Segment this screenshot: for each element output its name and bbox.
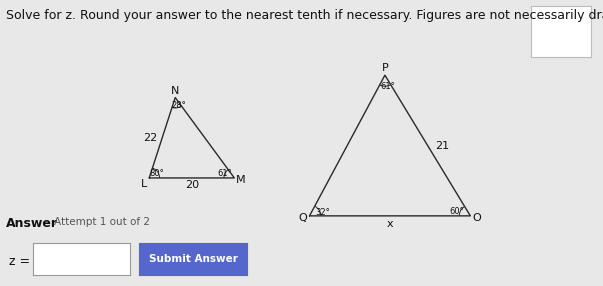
Text: z =: z = — [9, 255, 30, 267]
Text: O: O — [473, 213, 481, 223]
Text: M: M — [236, 175, 245, 185]
Text: 32°: 32° — [315, 208, 330, 217]
Text: x: x — [387, 219, 393, 229]
Text: Q: Q — [298, 213, 307, 223]
Text: 60°: 60° — [449, 207, 464, 216]
Text: N: N — [171, 86, 180, 96]
Text: Attempt 1 out of 2: Attempt 1 out of 2 — [54, 217, 150, 227]
Text: 22: 22 — [144, 133, 158, 143]
Text: Answer: Answer — [6, 217, 58, 230]
Text: 61°: 61° — [380, 82, 395, 91]
Text: 61°: 61° — [217, 169, 232, 178]
Text: Solve for z. Round your answer to the nearest tenth if necessary. Figures are no: Solve for z. Round your answer to the ne… — [6, 9, 603, 21]
Text: 80°: 80° — [150, 169, 164, 178]
Text: L: L — [140, 179, 147, 189]
Text: 28°: 28° — [172, 101, 186, 110]
Text: Submit Answer: Submit Answer — [148, 254, 238, 264]
Text: P: P — [382, 63, 388, 73]
Text: 21: 21 — [435, 140, 449, 150]
Text: 20: 20 — [185, 180, 199, 190]
